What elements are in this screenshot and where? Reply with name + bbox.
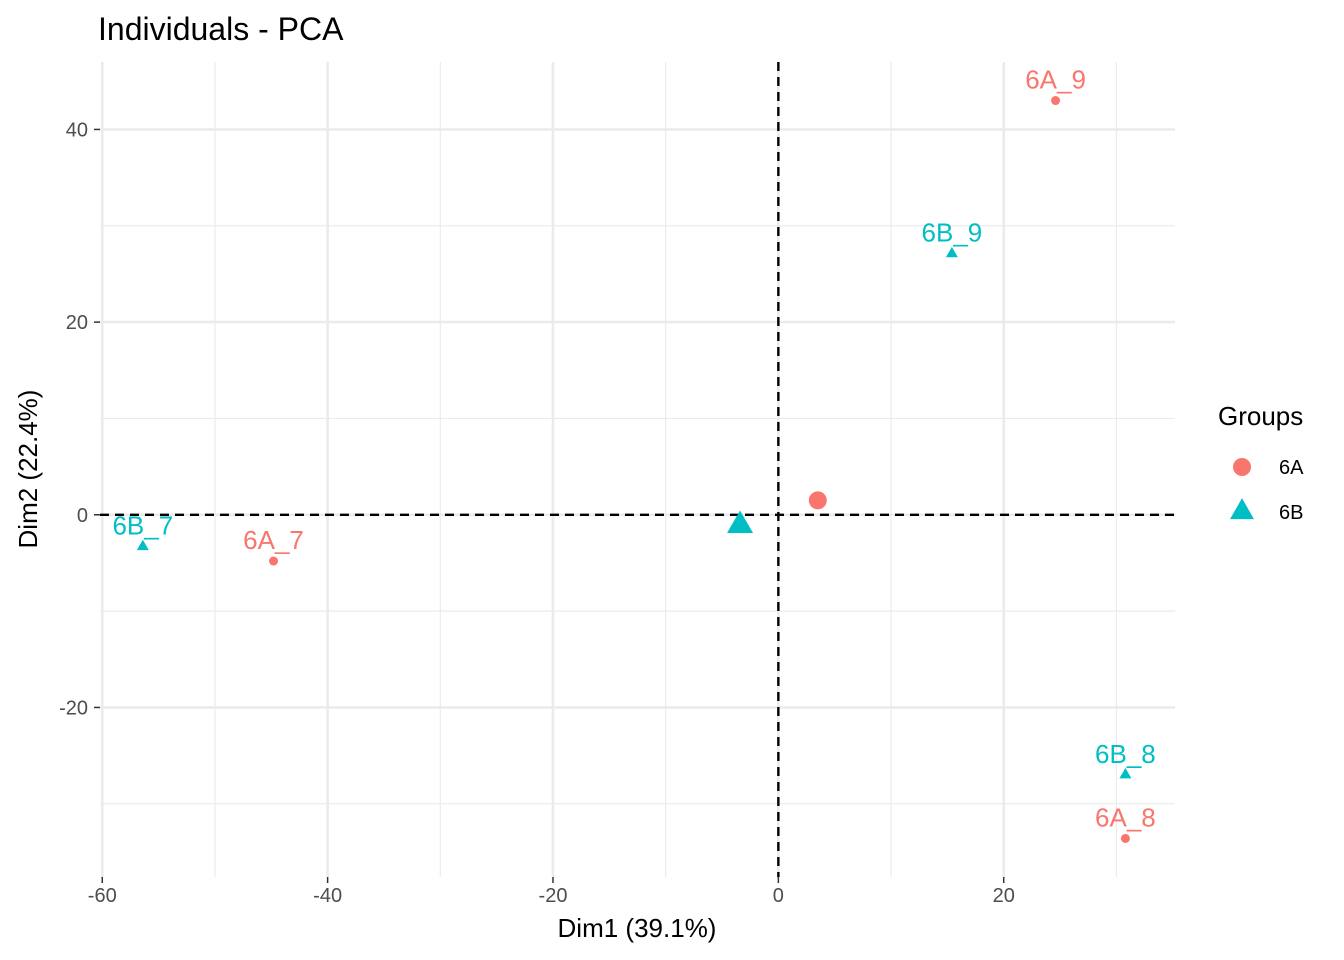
point-6B_9 [945, 246, 958, 258]
point-label-6B_8: 6B_8 [1095, 739, 1156, 769]
centroid-6A [808, 491, 827, 510]
x-axis: -60 -40 -20 0 20 [88, 877, 1015, 907]
chart-title: Individuals - PCA [98, 11, 344, 47]
legend: Groups 6A 6B [1218, 401, 1304, 524]
point-label-6B_7: 6B_7 [112, 511, 173, 541]
point-6B_7 [136, 539, 149, 551]
point-6A_8 [1120, 833, 1130, 843]
x-tick-label: 0 [773, 885, 784, 907]
x-tick-label: -40 [313, 885, 342, 907]
y-tick-label: -20 [59, 697, 88, 719]
legend-label-6B: 6B [1279, 502, 1303, 524]
point-6B_8 [1119, 768, 1132, 779]
point-label-6A_8: 6A_8 [1095, 802, 1156, 832]
y-axis: -20 0 20 40 [59, 119, 100, 719]
legend-label-6A: 6A [1279, 457, 1304, 479]
point-6A_7 [269, 556, 279, 566]
x-tick-label: -60 [88, 885, 117, 907]
x-tick-label: -20 [539, 885, 568, 907]
centroid-6B [727, 510, 754, 534]
point-6A_9 [1051, 96, 1061, 106]
legend-key-6B [1230, 498, 1254, 520]
x-axis-label: Dim1 (39.1%) [558, 913, 717, 943]
data-marks: 6A_9 6A_7 6A_8 6B_9 6B_7 6B_8 [112, 65, 1156, 843]
reference-lines [100, 62, 1175, 877]
point-label-6A_7: 6A_7 [243, 525, 304, 555]
point-label-6B_9: 6B_9 [922, 218, 983, 248]
y-tick-label: 40 [66, 119, 88, 141]
point-label-6A_9: 6A_9 [1025, 65, 1086, 95]
x-tick-label: 20 [993, 885, 1015, 907]
grid [100, 62, 1175, 877]
legend-key-6A [1233, 458, 1251, 476]
legend-title: Groups [1218, 401, 1303, 431]
y-tick-label: 0 [77, 505, 88, 527]
y-tick-label: 20 [66, 312, 88, 334]
y-axis-label: Dim2 (22.4%) [13, 390, 43, 549]
